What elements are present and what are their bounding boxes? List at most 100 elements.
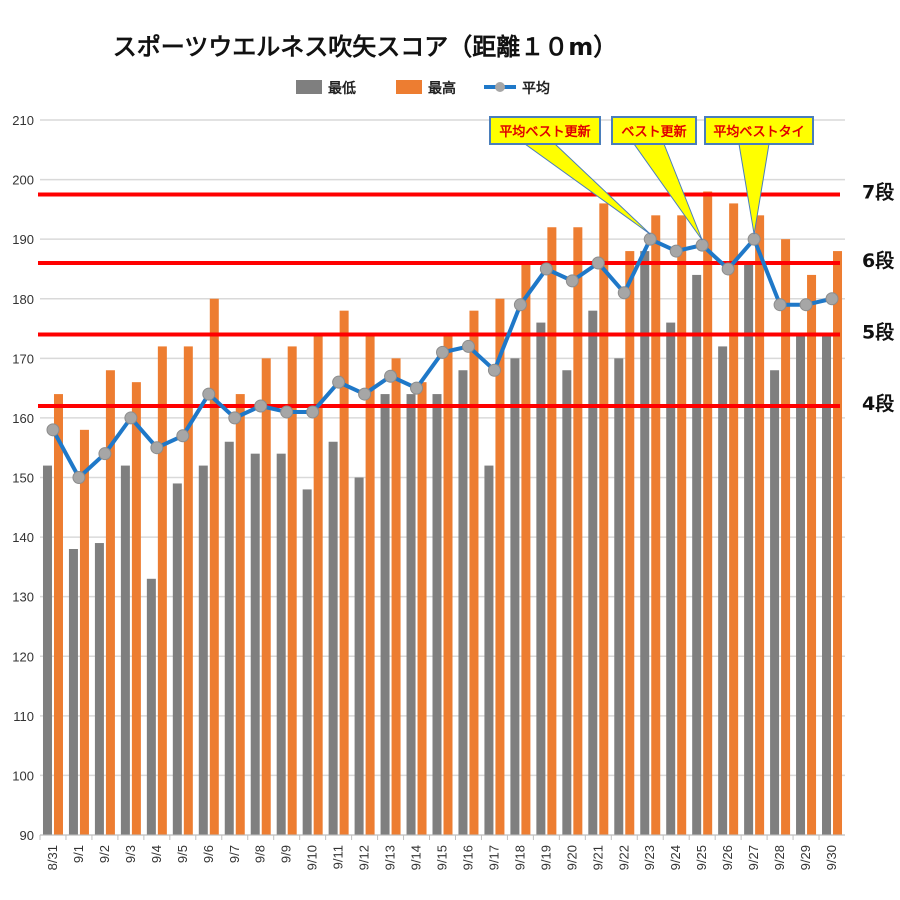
bar-min	[380, 394, 390, 835]
bar-max	[443, 334, 453, 835]
x-tick-label: 9/3	[123, 845, 138, 863]
x-tick-label: 9/24	[668, 845, 683, 870]
y-tick-label: 130	[12, 590, 34, 605]
bar-max	[183, 346, 193, 835]
y-tick-label: 180	[12, 292, 34, 307]
callout-label: 平均ベストタイ	[713, 124, 804, 140]
x-tick-label: 9/5	[175, 845, 190, 863]
average-marker	[773, 298, 787, 312]
x-tick-label: 9/22	[616, 845, 631, 870]
average-marker	[202, 387, 216, 401]
bar-min	[458, 370, 468, 835]
average-marker	[358, 387, 372, 401]
callouts: 平均ベスト更新 ベスト更新 平均ベストタイ	[489, 116, 814, 241]
x-tick-label: 9/27	[746, 845, 761, 870]
average-marker	[176, 429, 190, 443]
bar-min	[588, 310, 598, 836]
average-marker	[410, 381, 424, 395]
y-tick-label: 200	[12, 173, 34, 188]
y-tick-label: 210	[12, 113, 34, 128]
legend: 最低 最高 平均	[296, 80, 550, 97]
average-marker	[747, 232, 761, 246]
bar-max	[677, 215, 687, 836]
bar-max	[651, 215, 661, 836]
legend-swatch-max	[396, 80, 422, 94]
bar-min	[770, 370, 780, 835]
bar-min	[796, 334, 806, 835]
bar-min	[432, 394, 442, 835]
average-marker	[825, 292, 839, 306]
threshold-label: 7段	[862, 180, 895, 203]
bar-max	[599, 203, 609, 835]
bar-max	[703, 191, 713, 835]
average-marker	[280, 405, 294, 419]
average-marker	[799, 298, 813, 312]
average-marker	[384, 369, 398, 383]
x-tick-label: 9/9	[279, 845, 294, 863]
x-tick-label: 9/10	[305, 845, 320, 870]
average-marker	[617, 286, 631, 300]
y-tick-label: 160	[12, 411, 34, 426]
bar-max	[729, 203, 739, 835]
legend-label-max: 最高	[428, 80, 456, 97]
bars	[42, 191, 843, 836]
threshold-label: 6段	[862, 249, 895, 272]
bar-max	[53, 394, 63, 835]
average-marker	[124, 411, 138, 425]
bar-max	[547, 227, 557, 835]
average-marker	[513, 298, 527, 312]
x-tick-label: 9/16	[460, 845, 475, 870]
callout-label: 平均ベスト更新	[499, 124, 590, 140]
average-marker	[695, 238, 709, 252]
bar-max	[625, 251, 635, 836]
average-marker	[565, 274, 579, 288]
y-tick-label: 140	[12, 530, 34, 545]
average-marker	[487, 363, 501, 377]
y-tick-label: 170	[12, 351, 34, 366]
bar-min	[822, 334, 832, 835]
bar-max	[833, 251, 843, 836]
x-axis-ticks: 8/31 9/1 9/2 9/3 9/4 9/5 9/6 9/7 9/8 9/9 9/10 9/11 9…	[39, 835, 839, 870]
average-marker	[254, 399, 268, 413]
x-tick-label: 9/21	[590, 845, 605, 870]
average-marker	[591, 256, 605, 270]
x-tick-label: 9/23	[642, 845, 657, 870]
legend-label-min: 最低	[328, 80, 356, 97]
x-tick-label: 9/1	[71, 845, 86, 863]
y-tick-label: 120	[12, 649, 34, 664]
bar-max	[105, 370, 115, 835]
bar-max	[261, 358, 271, 835]
callout-pointer	[523, 143, 651, 235]
bar-max	[781, 239, 791, 835]
x-tick-label: 9/2	[97, 845, 112, 863]
callout-label: ベスト更新	[621, 124, 686, 140]
bar-max	[521, 263, 531, 835]
bar-min	[276, 453, 286, 835]
x-tick-label: 9/30	[824, 845, 839, 870]
bar-min	[42, 465, 52, 835]
x-tick-label: 9/12	[357, 845, 372, 870]
average-marker	[98, 447, 112, 461]
bar-min	[354, 477, 364, 835]
average-series	[46, 232, 839, 484]
threshold-label: 5段	[862, 321, 895, 344]
callout-pointer	[738, 143, 770, 235]
y-tick-label: 190	[12, 232, 34, 247]
average-marker	[306, 405, 320, 419]
y-tick-label: 110	[13, 709, 34, 724]
bar-min	[640, 251, 650, 836]
bar-min	[94, 543, 104, 835]
average-marker	[150, 441, 164, 455]
bar-min	[302, 489, 312, 835]
callout-pointer	[633, 143, 703, 241]
x-tick-label: 9/20	[564, 845, 579, 870]
legend-label-avg: 平均	[522, 80, 550, 97]
x-tick-label: 9/7	[227, 845, 242, 863]
bar-min	[250, 453, 260, 835]
bar-min	[484, 465, 494, 835]
bar-min	[718, 346, 728, 835]
x-tick-label: 9/13	[383, 845, 398, 870]
bar-max	[131, 382, 141, 835]
bar-max	[209, 298, 219, 835]
